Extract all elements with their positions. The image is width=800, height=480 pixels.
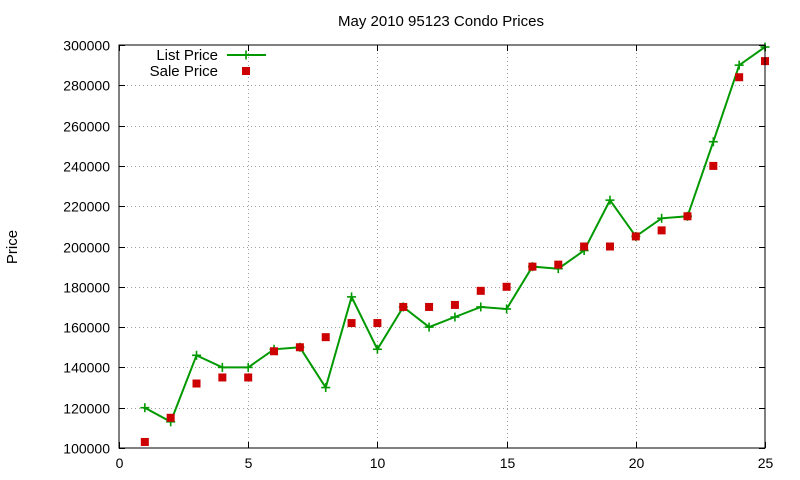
y-tick-label: 180000 [63, 280, 110, 296]
list-price-point [605, 195, 615, 205]
list-price-point [708, 137, 718, 147]
sale-price-point [373, 319, 382, 328]
sale-price-point [399, 302, 408, 311]
sale-price-point [528, 262, 537, 271]
legend-label-list-price: List Price [156, 47, 218, 64]
gridlines [119, 45, 765, 448]
sale-price-point [218, 373, 227, 382]
sale-price-point [321, 333, 330, 342]
list-price-point [372, 344, 382, 354]
sale-price-point [735, 73, 744, 82]
list-price-point [347, 292, 357, 302]
series-layer [140, 42, 770, 446]
x-tick-label: 5 [245, 455, 253, 471]
y-tick-label: 100000 [63, 441, 110, 457]
sale-price-point [554, 260, 563, 269]
x-tick-label: 10 [370, 455, 386, 471]
sale-price-point [140, 437, 149, 446]
list-price-point [502, 304, 512, 314]
plot-frame [118, 44, 766, 449]
sale-price-point [425, 302, 434, 311]
list-price-point [450, 312, 460, 322]
y-tick-label: 240000 [63, 159, 110, 175]
y-tick-label: 280000 [63, 78, 110, 94]
sale-price-point [270, 347, 279, 356]
list-price-point [243, 362, 253, 372]
sale-price-point [192, 379, 201, 388]
legend-label-sale-price: Sale Price [150, 63, 218, 80]
y-axis-label: Price [4, 230, 21, 264]
list-price-point [734, 60, 744, 70]
list-price-point [217, 362, 227, 372]
y-tick-label: 120000 [63, 401, 110, 417]
list-price-point [657, 213, 667, 223]
sale-price-point [166, 413, 175, 422]
list-price-line [144, 46, 766, 424]
list-price-point [476, 302, 486, 312]
sale-price-point [605, 242, 614, 251]
x-tick-label: 25 [758, 455, 774, 471]
list-price-point [321, 383, 331, 393]
legend-swatch-sale-price [242, 67, 250, 75]
y-tick-label: 140000 [63, 360, 110, 376]
sale-price-point [631, 232, 640, 241]
sale-price-point [683, 212, 692, 221]
sale-price-point [580, 242, 589, 251]
sale-price-point [502, 282, 511, 291]
y-tick-label: 200000 [63, 240, 110, 256]
axis-ticks: 100000 120000 140000 160000 180000 200000 2200… [63, 38, 773, 472]
list-price-point [424, 322, 434, 332]
list-price-point [192, 350, 202, 360]
x-tick-label: 0 [116, 455, 124, 471]
sale-price-point [450, 300, 459, 309]
y-tick-label: 300000 [63, 38, 110, 54]
sale-price-point [295, 343, 304, 352]
y-tick-label: 160000 [63, 320, 110, 336]
x-tick-label: 20 [629, 455, 645, 471]
sale-price-point [476, 286, 485, 295]
chart-title: May 2010 95123 Condo Prices [338, 13, 544, 30]
y-tick-label: 260000 [63, 119, 110, 135]
sale-price-point [657, 226, 666, 235]
x-tick-label: 15 [500, 455, 516, 471]
sale-price-point [709, 161, 718, 170]
y-tick-label: 220000 [63, 199, 110, 215]
list-price-point [140, 403, 150, 413]
sale-price-point [347, 319, 356, 328]
legend-marker-list-price [241, 50, 251, 60]
sale-price-point [244, 373, 253, 382]
